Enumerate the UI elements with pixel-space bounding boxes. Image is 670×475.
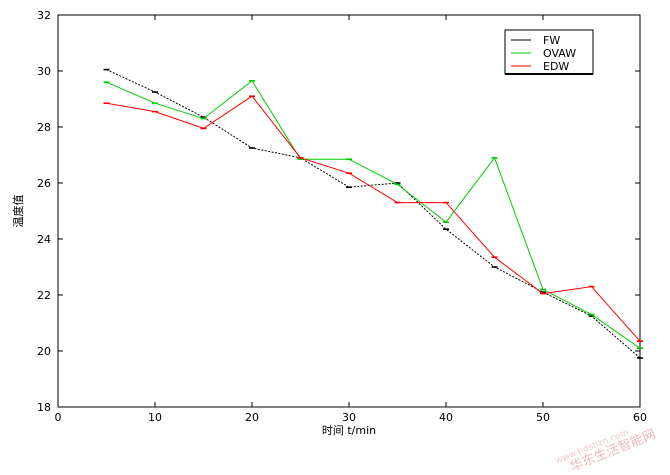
y-tick-label: 20 xyxy=(37,345,51,358)
x-tick-label: 40 xyxy=(439,411,453,424)
y-tick-label: 18 xyxy=(37,401,51,414)
series-line-fw xyxy=(106,69,641,359)
legend-box xyxy=(504,29,594,75)
x-tick-label: 50 xyxy=(536,411,550,424)
axis-ticks: 0 10 20 30 40 50 60 18 20 22 24 26 28 30 32 xyxy=(37,9,647,424)
y-tick-label: 28 xyxy=(37,121,51,134)
y-axis-label: 温度值 xyxy=(11,195,25,228)
y-tick-label: 32 xyxy=(37,9,51,22)
series-line-edw xyxy=(106,95,641,342)
series-line-ovaw xyxy=(106,80,641,349)
legend-label-edw: EDW xyxy=(543,60,569,73)
x-tick-label: 20 xyxy=(245,411,259,424)
x-tick-label: 0 xyxy=(55,411,62,424)
y-tick-label: 26 xyxy=(37,177,51,190)
legend-label-ovaw: OVAW xyxy=(543,47,576,60)
legend-label-fw: FW xyxy=(543,34,560,47)
y-tick-label: 22 xyxy=(37,289,51,302)
x-tick-label: 30 xyxy=(342,411,356,424)
line-chart: 0 10 20 30 40 50 60 18 20 22 24 26 28 30 32 时间 t/min 温… xyxy=(11,9,647,437)
x-axis-label: 时间 t/min xyxy=(322,424,376,437)
series-group xyxy=(103,68,643,359)
y-tick-label: 30 xyxy=(37,65,51,78)
x-tick-label: 60 xyxy=(633,411,647,424)
x-tick-label: 10 xyxy=(148,411,162,424)
y-tick-label: 24 xyxy=(37,233,51,246)
chart: 0 10 20 30 40 50 60 18 20 22 24 26 28 30 32 时间 t/min 温… xyxy=(11,9,647,437)
